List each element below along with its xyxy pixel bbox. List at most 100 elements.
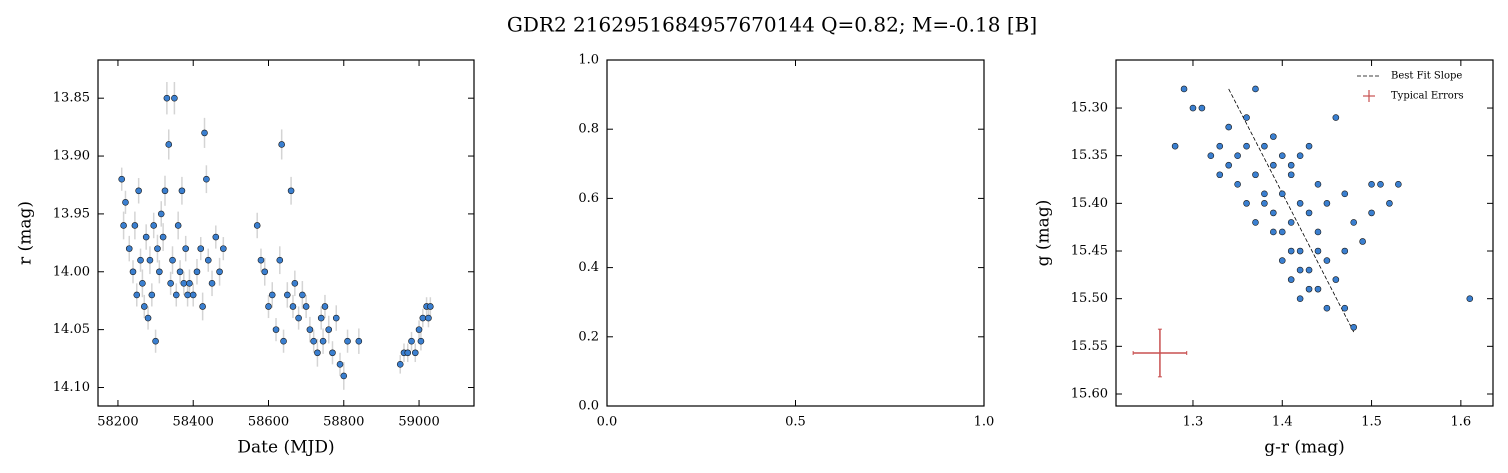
data-point xyxy=(1278,152,1286,159)
data-point xyxy=(1323,200,1331,207)
x-tick-label: 59000 xyxy=(398,415,439,430)
data-point xyxy=(1323,304,1331,312)
data-point xyxy=(220,245,227,252)
y-tick-label: 13.90 xyxy=(53,149,90,164)
data-point xyxy=(280,337,287,345)
data-point xyxy=(1243,114,1250,121)
data-point xyxy=(1216,171,1224,179)
data-point xyxy=(1278,190,1286,198)
y-tick-label: 0.2 xyxy=(578,329,599,344)
panel: 0.0 0.5 1.0 0.0 0.2 0.4 0.6 0.8 1.0 xyxy=(578,53,994,430)
data-point xyxy=(1386,200,1393,207)
data-point xyxy=(122,199,129,206)
data-point xyxy=(1270,228,1277,236)
x-axis-label: Date (MJD) xyxy=(237,438,334,458)
data-point xyxy=(261,268,269,276)
data-point xyxy=(1261,200,1268,207)
data-point xyxy=(1296,266,1304,274)
y-tick-label: 15.30 xyxy=(1071,101,1108,116)
data-point xyxy=(306,326,314,333)
data-point xyxy=(180,280,188,287)
data-point xyxy=(137,256,144,264)
data-point xyxy=(319,337,327,345)
data-point xyxy=(396,361,404,368)
y-tick-label: 15.60 xyxy=(1071,386,1108,401)
x-tick-label: 58800 xyxy=(323,415,364,430)
y-tick-label: 1.0 xyxy=(578,53,599,68)
panel: 1.3 1.4 1.5 1.6 15.30 15.35 15.40 15.45 15.50 15.… xyxy=(1034,59,1494,458)
data-point xyxy=(329,349,336,357)
data-point xyxy=(1261,190,1268,198)
data-point xyxy=(310,337,317,345)
data-point xyxy=(1234,180,1241,188)
y-tick-label: 14.10 xyxy=(53,380,90,395)
data-point xyxy=(1296,200,1304,207)
data-point xyxy=(253,222,261,229)
data-point xyxy=(189,291,197,299)
plot-frame xyxy=(97,59,475,407)
x-tick-label: 58600 xyxy=(248,415,289,430)
y-tick-label: 13.95 xyxy=(53,206,90,221)
data-point xyxy=(216,268,223,276)
data-point xyxy=(1332,276,1340,283)
data-point xyxy=(1171,142,1179,150)
data-point xyxy=(1314,228,1322,236)
data-point xyxy=(272,326,280,333)
x-tick-label: 0.5 xyxy=(785,415,806,430)
x-tick-label: 58400 xyxy=(173,415,214,430)
data-point xyxy=(411,349,419,357)
y-tick-label: 13.85 xyxy=(53,91,90,106)
data-point xyxy=(1296,295,1304,302)
data-point xyxy=(404,349,412,357)
plot-frame xyxy=(1115,59,1494,407)
data-point xyxy=(208,280,216,287)
data-point xyxy=(265,303,272,310)
data-point xyxy=(1350,323,1358,331)
data-point xyxy=(336,361,344,368)
data-point xyxy=(154,245,161,252)
data-point xyxy=(425,314,432,322)
x-tick-label: 1.5 xyxy=(1361,415,1382,430)
data-point xyxy=(193,268,201,276)
data-point xyxy=(291,280,299,287)
data-point xyxy=(176,268,184,276)
data-point xyxy=(1243,142,1250,150)
y-tick-label: 14.00 xyxy=(53,264,90,279)
data-point xyxy=(133,291,141,299)
data-point xyxy=(199,303,206,310)
data-point xyxy=(201,129,208,137)
data-point xyxy=(1234,152,1241,159)
legend-label: Typical Errors xyxy=(1391,91,1464,102)
x-tick-label: 1.0 xyxy=(974,415,995,430)
data-point xyxy=(340,372,348,380)
y-tick-label: 0.0 xyxy=(578,399,599,414)
data-point xyxy=(203,175,210,183)
data-point xyxy=(144,314,152,322)
y-tick-label: 15.40 xyxy=(1071,196,1108,211)
data-point xyxy=(287,187,295,195)
data-point xyxy=(1252,171,1259,179)
data-point xyxy=(278,141,285,148)
data-point xyxy=(427,303,434,310)
data-point xyxy=(148,291,156,299)
data-point xyxy=(1314,247,1322,255)
data-point xyxy=(1278,228,1286,236)
y-tick-label: 0.6 xyxy=(578,191,599,206)
data-point xyxy=(1261,142,1268,150)
data-point xyxy=(1287,171,1295,179)
data-point xyxy=(1314,285,1322,293)
y-tick-label: 15.45 xyxy=(1071,244,1108,259)
y-tick-label: 15.35 xyxy=(1071,148,1108,163)
data-point xyxy=(1287,247,1295,255)
data-point xyxy=(212,233,220,241)
data-point xyxy=(1305,285,1313,293)
data-point xyxy=(1305,209,1313,217)
data-point xyxy=(139,280,146,287)
data-point xyxy=(161,187,169,195)
data-point xyxy=(1314,180,1322,188)
data-point xyxy=(268,291,276,299)
data-point xyxy=(1305,142,1313,150)
plot-frame xyxy=(606,59,985,407)
